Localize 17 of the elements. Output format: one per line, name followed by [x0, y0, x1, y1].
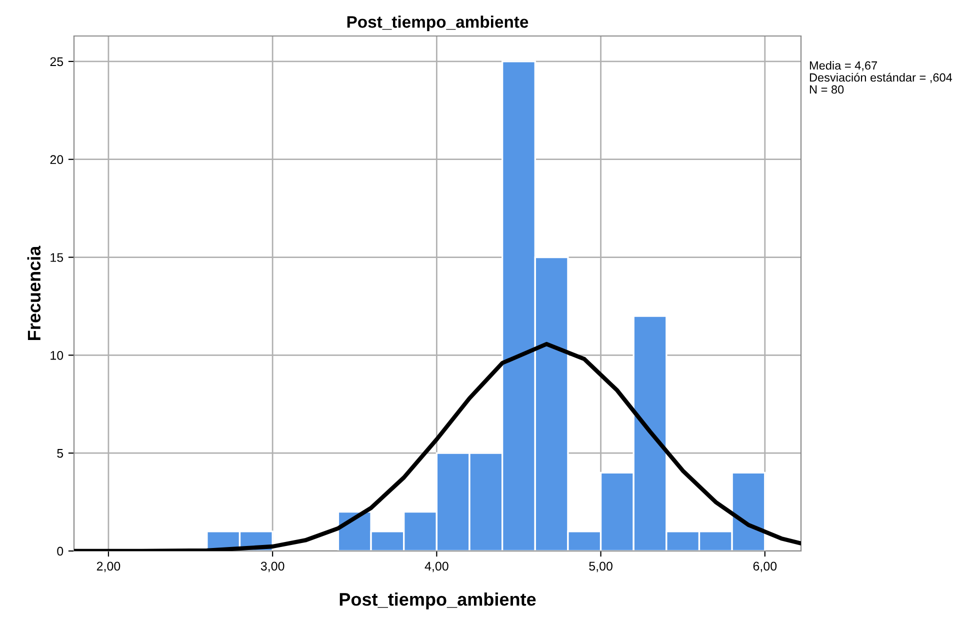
- y-axis-title: Frecuencia: [27, 246, 41, 340]
- y-tick-label: 0: [57, 546, 64, 556]
- x-tick-label: 5,00: [589, 562, 612, 572]
- y-tick-label: 5: [57, 449, 64, 458]
- x-tick-label: 4,00: [424, 562, 448, 572]
- y-tick-label: 25: [50, 57, 64, 66]
- x-axis-title: Post_tiempo_ambiente: [340, 592, 536, 610]
- text: Media = 4,67: [810, 61, 877, 72]
- y-tick-label: 10: [50, 350, 64, 360]
- y-tick-label: 20: [50, 155, 64, 164]
- x-tick-label: 6,00: [753, 562, 777, 572]
- text: Desviación estándar = ,604: [810, 72, 952, 84]
- y-tick-label: 15: [50, 253, 64, 262]
- x-tick-label: 2,00: [96, 562, 120, 572]
- chart-title: Post_tiempo_ambiente: [347, 16, 528, 32]
- text: N = 80: [810, 85, 844, 94]
- x-tick-label: 3,00: [260, 562, 284, 572]
